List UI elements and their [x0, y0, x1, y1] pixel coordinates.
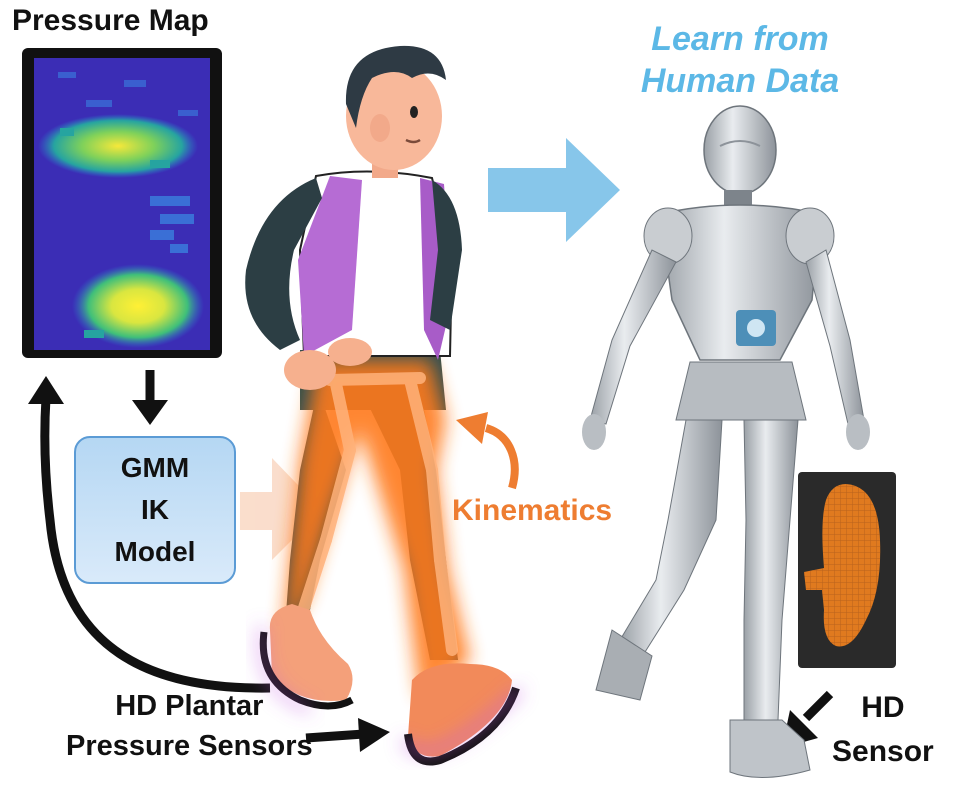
gmm-label-line1: GMM	[120, 452, 190, 483]
map-to-model-arrow	[132, 370, 168, 425]
humanoid-robot-image	[582, 105, 870, 778]
plantar-label-arrow	[305, 718, 390, 752]
learn-label-line1: Learn from	[651, 20, 829, 58]
learn-label-line2: Human Data	[640, 62, 840, 100]
learn-from-human-data-label: Learn from Human Data	[600, 18, 880, 102]
pressure-map-title: Pressure Map	[12, 4, 209, 37]
pressure-map-heatmap	[22, 48, 222, 358]
kinematics-arrow	[456, 412, 519, 490]
gmm-ik-model-box: GMM IK Model	[74, 436, 236, 584]
walking-human-illustration	[245, 45, 522, 766]
forefoot-pressure-blob	[38, 114, 198, 178]
hd-sensor-line1: HD	[861, 691, 905, 724]
kinematics-label: Kinematics	[452, 494, 613, 527]
hd-sensor-label: HD Sensor	[832, 686, 934, 774]
learn-arrow	[488, 138, 620, 242]
heel-pressure-blob	[72, 264, 204, 348]
hd-sensor-insole-image	[798, 472, 896, 668]
gmm-label-line3: Model	[114, 536, 196, 567]
hd-plantar-pressure-sensors-label: HD Plantar Pressure Sensors	[66, 686, 313, 766]
hd-plantar-line2: Pressure Sensors	[66, 730, 313, 762]
hd-sensor-line2: Sensor	[832, 735, 934, 768]
hd-plantar-line1: HD Plantar	[115, 690, 264, 722]
gmm-label-line2: IK	[141, 494, 169, 525]
feedback-arrow	[28, 376, 271, 693]
